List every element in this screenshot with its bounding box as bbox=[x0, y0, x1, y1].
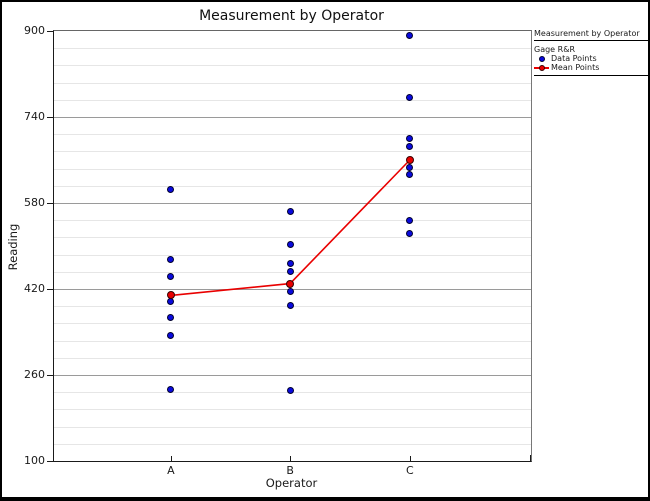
data-point[interactable] bbox=[406, 163, 414, 171]
x-axis-title: Operator bbox=[265, 476, 318, 490]
major-gridline bbox=[54, 375, 531, 376]
y-axis-tick bbox=[47, 461, 53, 462]
minor-gridline bbox=[54, 185, 531, 187]
x-axis-tick bbox=[170, 456, 172, 461]
minor-gridline bbox=[54, 82, 531, 84]
data-point[interactable] bbox=[286, 268, 294, 276]
legend-entry-label: Mean Points bbox=[551, 63, 600, 72]
data-points-marker-icon bbox=[534, 55, 549, 62]
data-point[interactable] bbox=[167, 314, 175, 321]
y-axis-tick bbox=[47, 117, 53, 118]
legend-entry-data-points[interactable]: Data Points bbox=[534, 54, 648, 63]
y-tick-label: 580 bbox=[24, 196, 45, 209]
legend: Measurement by Operator Gage R&R Data Po… bbox=[534, 29, 648, 76]
x-category-label: B bbox=[286, 464, 294, 477]
x-category-label: C bbox=[405, 464, 414, 477]
y-axis-title: Reading bbox=[6, 223, 20, 271]
legend-title: Measurement by Operator bbox=[534, 29, 648, 41]
mean-line bbox=[170, 159, 411, 297]
minor-gridline bbox=[54, 254, 531, 256]
data-point[interactable] bbox=[286, 241, 294, 249]
x-axis-tick bbox=[409, 456, 411, 461]
y-axis-tick bbox=[47, 203, 53, 204]
major-gridline bbox=[54, 117, 531, 118]
minor-gridline bbox=[54, 65, 531, 67]
minor-gridline bbox=[54, 426, 531, 428]
data-point[interactable] bbox=[406, 31, 414, 39]
major-gridline bbox=[54, 203, 531, 204]
data-point[interactable] bbox=[406, 135, 414, 142]
data-point[interactable] bbox=[406, 94, 414, 102]
y-axis-tick bbox=[47, 289, 53, 290]
minor-gridline bbox=[54, 220, 531, 222]
data-point[interactable] bbox=[167, 332, 175, 340]
chart-title: Measurement by Operator bbox=[199, 8, 384, 24]
mean-point[interactable] bbox=[405, 156, 414, 164]
y-tick-label: 740 bbox=[24, 110, 45, 123]
minor-gridline bbox=[54, 357, 531, 359]
data-point[interactable] bbox=[406, 216, 414, 224]
data-point[interactable] bbox=[167, 385, 175, 393]
minor-gridline bbox=[54, 168, 531, 170]
y-axis-tick bbox=[47, 375, 53, 376]
y-tick-label: 260 bbox=[24, 368, 45, 381]
minor-gridline bbox=[54, 237, 531, 239]
legend-entries: Data Points Mean Points bbox=[534, 54, 648, 76]
y-tick-label: 100 bbox=[24, 454, 45, 467]
data-point[interactable] bbox=[167, 273, 175, 281]
legend-entry-label: Data Points bbox=[551, 54, 597, 63]
x-axis-tick bbox=[290, 456, 292, 461]
data-point[interactable] bbox=[286, 301, 294, 309]
data-point[interactable] bbox=[286, 207, 294, 215]
x-category-label: A bbox=[167, 464, 175, 477]
y-tick-label: 420 bbox=[24, 282, 45, 295]
minor-gridline bbox=[54, 443, 531, 445]
minor-gridline bbox=[54, 151, 531, 153]
minor-gridline bbox=[54, 99, 531, 101]
mean-points-marker-icon bbox=[534, 64, 549, 71]
data-point[interactable] bbox=[406, 171, 414, 178]
minor-gridline bbox=[54, 323, 531, 325]
minor-gridline bbox=[54, 340, 531, 342]
data-point[interactable] bbox=[167, 255, 175, 263]
minor-gridline bbox=[54, 134, 531, 136]
minor-gridline bbox=[54, 409, 531, 411]
data-point[interactable] bbox=[406, 143, 414, 151]
data-point[interactable] bbox=[167, 186, 175, 194]
minor-gridline bbox=[54, 48, 531, 50]
y-axis-tick bbox=[47, 31, 53, 32]
mean-point[interactable] bbox=[166, 291, 175, 300]
data-point[interactable] bbox=[286, 386, 294, 394]
mean-point[interactable] bbox=[286, 279, 295, 288]
data-point[interactable] bbox=[286, 287, 294, 295]
data-point[interactable] bbox=[286, 260, 294, 268]
plot-area[interactable] bbox=[53, 30, 532, 462]
data-point[interactable] bbox=[406, 229, 414, 237]
y-tick-label: 900 bbox=[24, 24, 45, 37]
legend-group-label: Gage R&R bbox=[534, 45, 575, 54]
x-axis-end-tick bbox=[530, 455, 531, 461]
legend-entry-mean-points[interactable]: Mean Points bbox=[534, 63, 648, 72]
